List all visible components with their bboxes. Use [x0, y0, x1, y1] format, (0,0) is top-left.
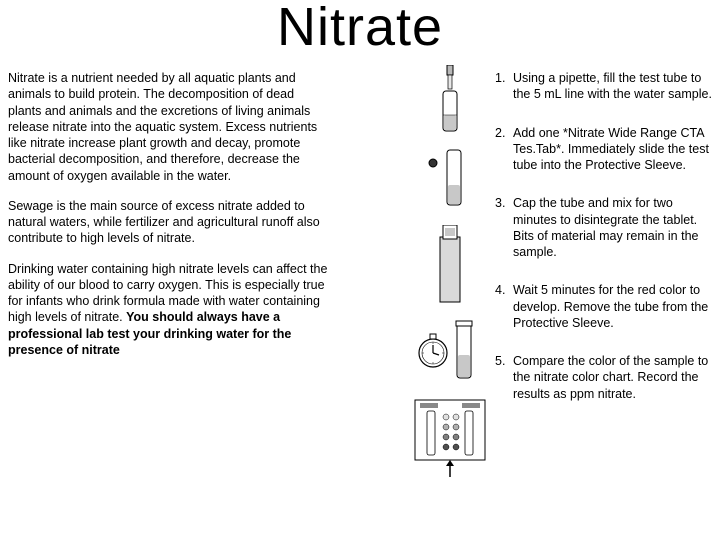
step-text: Add one *Nitrate Wide Range CTA Tes.Tab*…: [513, 125, 720, 174]
illustration-column: [405, 65, 495, 490]
step-num: 1.: [495, 70, 513, 103]
page-title: Nitrate: [0, 0, 720, 58]
illust-stopwatch: [405, 315, 495, 385]
step-text: Compare the color of the sample to the n…: [513, 353, 720, 402]
illust-pipette: [405, 65, 495, 135]
paragraph-1: Nitrate is a nutrient needed by all aqua…: [8, 70, 328, 184]
illust-tablet: [405, 145, 495, 215]
step-4: 4. Wait 5 minutes for the red color to d…: [495, 282, 720, 331]
paragraph-3: Drinking water containing high nitrate l…: [8, 261, 328, 359]
step-num: 3.: [495, 195, 513, 260]
steps-column: 1. Using a pipette, fill the test tube t…: [495, 70, 720, 424]
step-2: 2. Add one *Nitrate Wide Range CTA Tes.T…: [495, 125, 720, 174]
description-column: Nitrate is a nutrient needed by all aqua…: [8, 70, 328, 372]
step-text: Cap the tube and mix for two minutes to …: [513, 195, 720, 260]
step-num: 4.: [495, 282, 513, 331]
step-text: Wait 5 minutes for the red color to deve…: [513, 282, 720, 331]
step-text: Using a pipette, fill the test tube to t…: [513, 70, 720, 103]
step-5: 5. Compare the color of the sample to th…: [495, 353, 720, 402]
step-3: 3. Cap the tube and mix for two minutes …: [495, 195, 720, 260]
illust-sleeve: [405, 225, 495, 305]
step-num: 2.: [495, 125, 513, 174]
paragraph-2: Sewage is the main source of excess nitr…: [8, 198, 328, 247]
step-1: 1. Using a pipette, fill the test tube t…: [495, 70, 720, 103]
illust-colorchart: [405, 395, 495, 480]
step-num: 5.: [495, 353, 513, 402]
